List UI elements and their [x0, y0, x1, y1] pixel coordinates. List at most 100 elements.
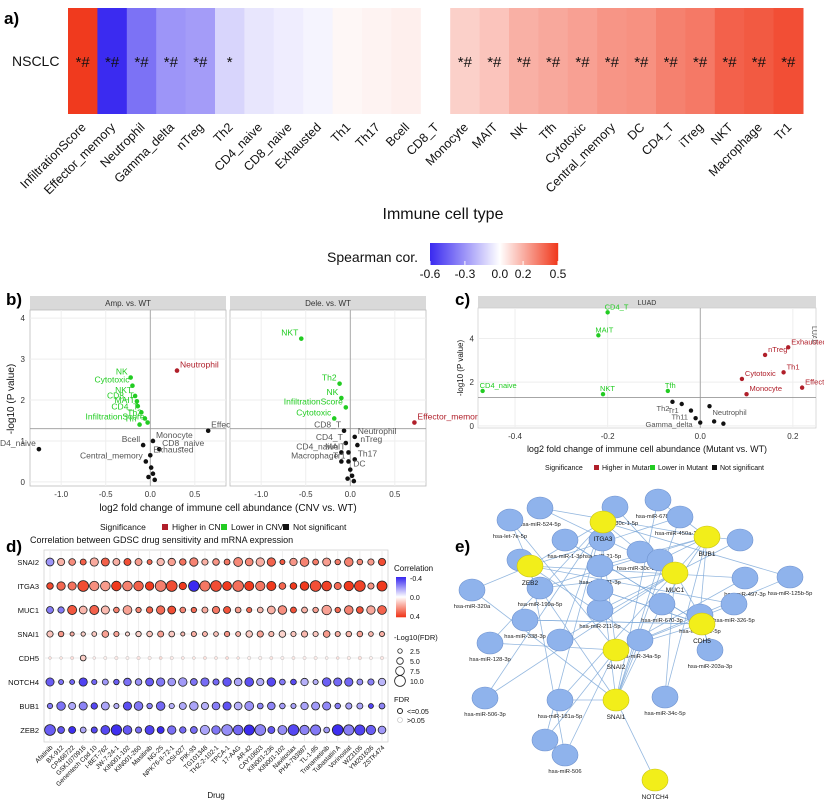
bubble-dot: [48, 656, 52, 660]
bubble-dot: [134, 678, 143, 686]
bubble-corr-legend-slice: [396, 596, 406, 598]
bubble-dot: [156, 605, 166, 615]
volcano-c-strip-label: LUAD: [810, 326, 817, 345]
bubble-dot: [246, 606, 253, 614]
bubble-dot: [57, 558, 66, 566]
volcano-point-label: CD4_naive: [0, 438, 36, 448]
bubble-dot: [90, 702, 98, 710]
bubble-dot: [89, 557, 99, 567]
heatmap-cell: [68, 8, 98, 114]
volcano-c-x-axis-title: log2 fold change of immune cell abundanc…: [527, 444, 767, 454]
volcano-c-point-label: Effector_memory: [805, 378, 824, 387]
volcano-point: [346, 459, 351, 464]
heatmap-legend-tick-label: -0.3: [455, 267, 476, 281]
network-mirna-node: [551, 743, 579, 767]
volcano-c-legend-title: Significance: [545, 465, 583, 472]
heatmap-legend-bar-slice: [479, 243, 481, 265]
bubble-dot: [91, 678, 98, 686]
volcano-point: [174, 368, 180, 373]
bubble-dot: [323, 726, 330, 734]
network-mirna-node: [458, 578, 486, 602]
heatmap-legend-bar-slice: [488, 243, 490, 265]
volcano-c-point: [781, 370, 786, 375]
volcano-x-tick-label: 0.0: [345, 490, 357, 499]
volcano-point: [142, 416, 148, 421]
volcano-point: [150, 471, 156, 477]
heatmap-legend-bar-slice: [523, 243, 525, 265]
network-mirna-node: [666, 505, 694, 529]
bubble-dot: [236, 656, 240, 660]
bubble-dot: [269, 656, 274, 660]
bubble-dot: [133, 701, 144, 711]
bubble-dot: [189, 701, 199, 711]
heatmap-legend-bar-slice: [530, 243, 532, 265]
network-mirna-label: hsa-miR-506-3p: [464, 712, 506, 718]
bubble-dot: [301, 630, 309, 638]
bubble-fdr-legend-label: >0.05: [407, 718, 425, 725]
bubble-corr-legend-slice: [396, 610, 406, 612]
heatmap-legend-bar-slice: [462, 243, 464, 265]
volcano-c-point: [711, 419, 717, 424]
bubble-dot: [146, 606, 154, 614]
network-mirna-node: [726, 528, 754, 552]
volcano-point-label: NKT: [281, 328, 298, 338]
network-mirna-node: [586, 598, 614, 622]
bubble-corr-legend-slice: [396, 581, 406, 583]
bubble-dot: [277, 725, 288, 735]
network-edge: [564, 539, 703, 625]
bubble-corr-legend-slice: [396, 606, 406, 608]
heatmap-cell: [685, 8, 716, 114]
volcano-point: [150, 438, 156, 444]
volcano-point: [347, 467, 353, 472]
volcano-c-point: [744, 391, 749, 397]
bubble-dot: [267, 605, 276, 615]
bubble-dot: [356, 558, 364, 566]
heatmap-legend-bar-slice: [454, 243, 456, 265]
volcano-c-legend-key: [650, 465, 655, 470]
panel-e-network: hsa-miR-30c-1-5phsa-miR-6788-5phsa-miR-5…: [454, 488, 812, 801]
volcano-c-y-tick-label: 4: [470, 335, 475, 344]
heatmap-legend-bar-slice: [548, 243, 550, 265]
volcano-point-label: Cytotoxic: [296, 407, 332, 417]
network-edge: [664, 572, 676, 698]
network-mirna-label: hsa-miR-6788-5p: [636, 514, 681, 520]
bubble-dot: [278, 630, 287, 638]
heatmap-legend-bar-slice: [489, 243, 491, 265]
bubble-dot: [321, 677, 332, 687]
network-gene-node: [516, 554, 544, 578]
bubble-dot: [45, 557, 55, 567]
bubble-dot: [101, 630, 110, 638]
bubble-dot: [222, 581, 232, 591]
bubble-size-legend-key: [397, 648, 403, 654]
heatmap-legend-bar-slice: [516, 243, 518, 265]
bubble-dot: [155, 701, 166, 711]
network-edge: [529, 565, 641, 641]
bubble-dot: [179, 558, 187, 566]
bubble-dot: [188, 580, 200, 592]
network-gene-label: NOTCH4: [642, 794, 669, 801]
bubble-dot: [199, 724, 210, 736]
heatmap-legend-bar-slice: [519, 243, 521, 265]
volcano-x-tick-label: -0.5: [99, 490, 113, 499]
heatmap-legend-bar-slice: [478, 243, 480, 265]
heatmap-legend-bar-slice: [464, 243, 466, 265]
volcano-c-legend-key: [712, 465, 717, 470]
bubble-dot: [144, 581, 155, 591]
bubble-dot: [179, 606, 187, 614]
network-mirna-node: [476, 631, 504, 655]
volcano-facet-title: Dele. vs. WT: [305, 299, 351, 308]
bubble-dot: [322, 557, 332, 567]
bubble-corr-legend-slice: [396, 595, 406, 597]
heatmap-cell: [126, 8, 157, 114]
heatmap-legend-bar-slice: [535, 243, 537, 265]
heatmap-legend-bar-slice: [540, 243, 542, 265]
heatmap-legend-tick-label: 0.5: [550, 267, 567, 281]
volcano-c-point: [799, 385, 805, 390]
network-edge: [559, 572, 676, 641]
heatmap-legend-bar-slice: [470, 243, 472, 265]
bubble-dot: [167, 725, 177, 735]
network-edge: [602, 521, 791, 578]
bubble-dot: [67, 581, 77, 591]
bubble-corr-legend-slice: [396, 590, 406, 592]
bubble-dot: [244, 677, 254, 687]
